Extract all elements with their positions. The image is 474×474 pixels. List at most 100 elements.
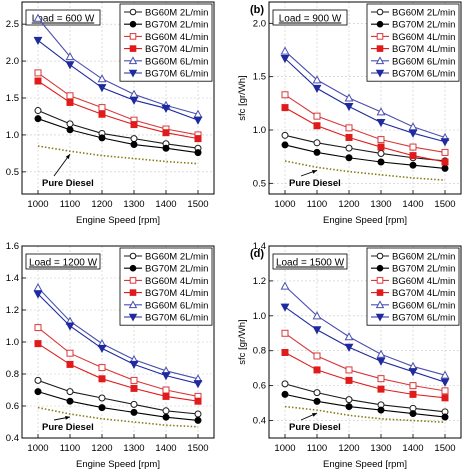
panel-label: (d) (250, 248, 264, 260)
data-point (313, 352, 321, 360)
series-line (37, 72, 199, 136)
data-point (33, 290, 43, 299)
plot-frame (268, 1, 462, 195)
y-tick-label: 1.2 (6, 305, 19, 316)
y-tick-label: 1.5 (6, 93, 19, 104)
data-point (281, 104, 289, 112)
legend-label: BG60M 2L/min (145, 8, 208, 19)
data-point (345, 124, 353, 132)
data-point (345, 366, 353, 374)
data-point (98, 375, 106, 383)
data-point (130, 408, 138, 416)
data-point (441, 148, 449, 156)
legend-marker (375, 56, 385, 65)
data-point (129, 96, 139, 105)
y-tick-label: 1.4 (6, 273, 19, 284)
legend-label: BG60M 4L/min (392, 276, 455, 287)
data-point (66, 349, 74, 357)
data-point (344, 332, 354, 341)
y-tick-label: 2.5 (6, 19, 19, 30)
series-line (37, 118, 199, 154)
legend-label: BG70M 6L/min (392, 313, 455, 324)
legend-label: BG60M 4L/min (145, 276, 208, 287)
y-tick-label: 1.0 (6, 337, 19, 348)
series-3 (34, 324, 202, 400)
y-axis-label: sfc [gr/Wh] (237, 75, 248, 120)
data-point (280, 303, 290, 312)
series-7 (37, 145, 199, 165)
legend-marker (129, 45, 137, 52)
data-point (344, 103, 354, 112)
y-tick-label: 1.4 (253, 241, 266, 252)
data-point (66, 98, 74, 106)
arrow-head (312, 170, 317, 174)
x-tick-label: 1100 (307, 199, 327, 210)
series-line (37, 391, 199, 421)
data-point (97, 74, 107, 83)
series-5 (280, 281, 450, 379)
legend-marker (376, 45, 384, 52)
y-tick-label: 0.5 (253, 178, 266, 189)
data-point (65, 61, 75, 70)
legend-label: BG60M 2L/min (145, 252, 208, 263)
y-tick-label: 0.4 (6, 433, 19, 444)
data-point (376, 357, 386, 366)
x-tick-label: 1500 (187, 199, 208, 210)
series-4 (34, 340, 202, 405)
series-line (284, 332, 446, 392)
series-line (284, 107, 446, 163)
series-4 (281, 104, 449, 166)
data-point (34, 107, 42, 115)
data-point (98, 404, 106, 412)
data-point (377, 375, 385, 383)
x-tick-label: 1100 (60, 199, 80, 210)
series-line (37, 406, 199, 428)
data-point (313, 397, 321, 405)
data-point (377, 143, 385, 151)
y-tick-label: 1.0 (6, 130, 19, 141)
data-point (281, 380, 289, 388)
legend-label: BG70M 4L/min (392, 288, 455, 299)
data-point (281, 348, 289, 356)
series-2 (281, 390, 449, 421)
pure-diesel-annotation: Pure Diesel (42, 178, 94, 189)
y-tick-label: 0.8 (6, 369, 19, 380)
data-point (377, 136, 385, 144)
data-point (97, 344, 107, 354)
data-point (409, 390, 417, 398)
data-point (281, 390, 289, 398)
y-tick-label: 0.6 (253, 381, 266, 392)
data-point (33, 13, 43, 22)
data-point (440, 370, 450, 379)
legend-marker (376, 264, 384, 272)
x-tick-label: 1400 (402, 443, 423, 454)
legend-label: BG60M 4L/min (145, 32, 208, 43)
load-label: Load = 1500 W (272, 253, 348, 270)
legend-marker (129, 252, 137, 260)
load-label-text: Load = 1500 W (276, 258, 345, 269)
legend-label: BG70M 6L/min (392, 69, 455, 80)
legend-label: BG70M 2L/min (392, 264, 455, 275)
data-point (193, 380, 203, 389)
data-point (345, 133, 353, 141)
data-point (409, 143, 417, 151)
x-tick-label: 1500 (187, 443, 208, 454)
load-label: Load = 600 W (25, 9, 101, 26)
legend-label: BG70M 2L/min (392, 20, 455, 31)
load-label-box (272, 9, 348, 26)
y-tick-label: 0.6 (6, 401, 19, 412)
data-point (98, 110, 106, 118)
legend-marker (128, 300, 138, 309)
chart-panel-4: 1000 1100 1200 1300 1400 1500 0.4 0.6 0.8 1.0 1.2 1… (237, 241, 462, 470)
data-point (98, 394, 106, 402)
x-tick-label: 1200 (338, 443, 359, 454)
legend-label: BG60M 6L/min (392, 300, 455, 311)
data-point (312, 84, 322, 94)
load-label-box (25, 9, 101, 26)
series-line (284, 351, 446, 399)
legend-marker (375, 300, 385, 309)
data-point (162, 129, 170, 137)
series-line (284, 94, 446, 153)
x-tick-label: 1000 (27, 443, 48, 454)
